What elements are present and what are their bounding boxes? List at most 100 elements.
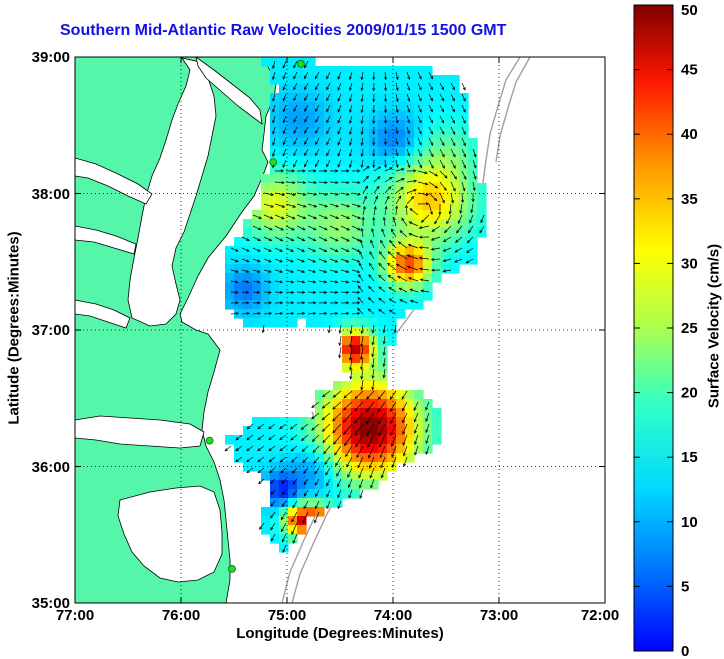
velocity-arrow [235, 456, 243, 462]
velocity-arrow-head [443, 187, 447, 191]
velocity-cell [297, 291, 307, 301]
velocity-cell [387, 201, 397, 211]
velocity-cell [252, 435, 262, 445]
velocity-arrow-head [301, 270, 306, 273]
velocity-arrow [367, 308, 375, 315]
velocity-cell [306, 318, 316, 328]
velocity-cell [459, 201, 469, 211]
velocity-arrow-head [360, 76, 364, 81]
velocity-arrow-head [235, 248, 239, 252]
velocity-arrow-head [418, 109, 422, 113]
velocity-arrow [303, 467, 309, 474]
velocity-cell [468, 156, 478, 166]
velocity-arrow [395, 71, 399, 80]
velocity-arrow [414, 423, 419, 434]
velocity-cell [342, 336, 352, 346]
velocity-cell [360, 426, 370, 436]
velocity-arrow-head [246, 238, 250, 241]
velocity-cell [378, 84, 388, 94]
velocity-cell [423, 399, 433, 409]
velocity-arrow [272, 126, 276, 134]
velocity-cell [324, 156, 334, 166]
velocity-arrow [399, 230, 408, 238]
velocity-arrow [230, 269, 239, 273]
velocity-arrow [339, 346, 342, 358]
velocity-cell [450, 147, 460, 157]
velocity-cell [360, 363, 370, 373]
velocity-cell [423, 129, 433, 139]
velocity-cell [342, 435, 352, 445]
velocity-arrow-head [462, 109, 466, 113]
velocity-arrow [351, 291, 360, 293]
velocity-arrow [362, 186, 368, 194]
velocity-arrow [326, 93, 331, 101]
velocity-arrow [315, 148, 320, 156]
velocity-cell [315, 453, 325, 463]
velocity-arrow [461, 181, 465, 191]
velocity-arrow [285, 269, 294, 273]
velocity-cell [252, 426, 262, 436]
velocity-arrow [329, 258, 338, 263]
velocity-arrow-head [399, 299, 403, 303]
velocity-cell [279, 165, 289, 175]
velocity-arrow-head [334, 290, 339, 294]
velocity-arrow [281, 478, 287, 484]
velocity-cell [351, 435, 361, 445]
velocity-cell [468, 219, 478, 229]
velocity-cell [315, 75, 325, 85]
velocity-arrow-head [363, 195, 367, 200]
velocity-arrow-head [268, 290, 272, 294]
velocity-arrow-head [356, 270, 361, 273]
velocity-cell [324, 318, 334, 328]
velocity-arrow-head [466, 239, 471, 244]
velocity-arrow [337, 159, 342, 168]
colorbar-tick-label: 50 [681, 2, 698, 19]
velocity-cell [306, 471, 316, 481]
velocity-cell [324, 264, 334, 274]
velocity-cell [297, 525, 307, 535]
velocity-arrow-head [409, 208, 413, 212]
velocity-cell [387, 264, 397, 274]
velocity-arrow [384, 115, 387, 124]
velocity-arrow-head [281, 528, 284, 533]
velocity-arrow [472, 159, 477, 169]
velocity-cell [387, 300, 397, 310]
velocity-arrow [401, 401, 408, 411]
velocity-arrow-head [272, 65, 276, 70]
velocity-arrow [368, 286, 375, 293]
velocity-cell [450, 264, 460, 274]
velocity-arrow [351, 225, 361, 231]
velocity-arrow-head [337, 505, 341, 510]
velocity-arrow [315, 71, 320, 79]
velocity-arrow [359, 251, 364, 260]
velocity-arrow-head [303, 192, 307, 196]
velocity-arrow [398, 241, 408, 249]
velocity-arrow [384, 71, 387, 80]
velocity-arrow [272, 93, 276, 102]
velocity-arrow-head [380, 474, 384, 479]
velocity-cell [450, 237, 460, 247]
velocity-arrow-head [413, 418, 417, 423]
velocity-cell [333, 147, 343, 157]
velocity-cell [396, 399, 406, 409]
velocity-cell [297, 219, 307, 229]
velocity-arrow [285, 181, 295, 184]
velocity-arrow-head [401, 178, 405, 181]
velocity-arrow-head [326, 75, 330, 80]
velocity-cell [306, 507, 316, 517]
velocity-cell [243, 237, 253, 247]
velocity-arrow [257, 467, 265, 473]
velocity-arrow-head [425, 440, 429, 445]
velocity-arrow-head [360, 142, 364, 146]
velocity-arrow-head [282, 164, 286, 168]
velocity-arrow [340, 312, 349, 315]
velocity-cell [288, 84, 298, 94]
velocity-cell [423, 147, 433, 157]
velocity-cell [360, 300, 370, 310]
velocity-arrow-head [326, 505, 330, 510]
velocity-cell [405, 435, 415, 445]
velocity-cell [324, 219, 334, 229]
velocity-arrow [343, 423, 353, 435]
velocity-cell [432, 255, 442, 265]
x-tick-label: 72:00 [581, 607, 619, 624]
